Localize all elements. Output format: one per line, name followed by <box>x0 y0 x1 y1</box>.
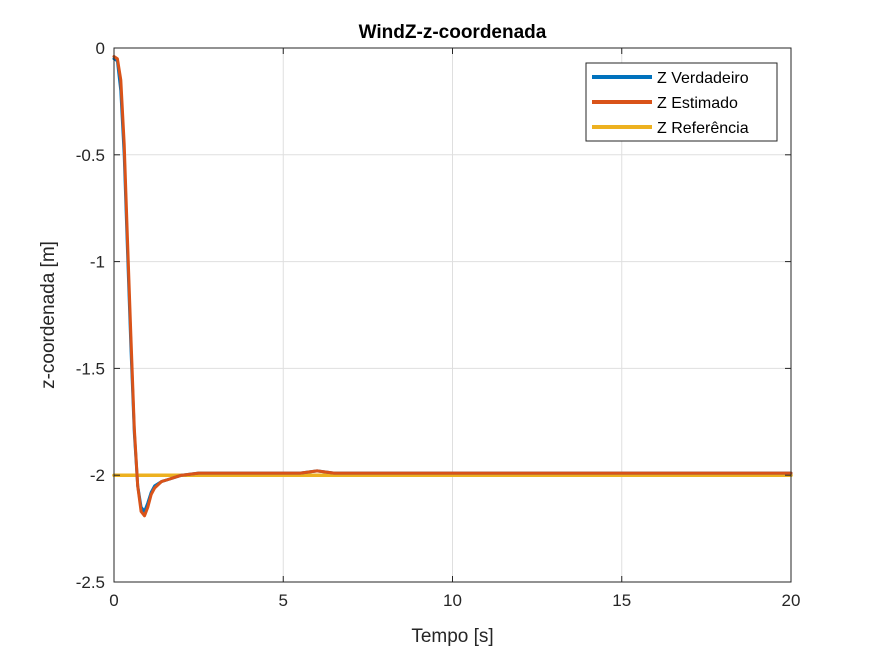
legend-entry: Z Verdadeiro <box>657 70 749 87</box>
y-tick-label: -2.5 <box>76 573 105 592</box>
series-line-1 <box>112 55 793 518</box>
legend-entry: Z Referência <box>657 120 749 137</box>
y-tick-label: -1 <box>90 253 105 272</box>
x-tick-label: 0 <box>109 591 118 610</box>
y-tick-label: -1.5 <box>76 359 105 378</box>
x-axis-label: Tempo [s] <box>411 626 493 647</box>
x-tick-label: 15 <box>612 591 631 610</box>
y-tick-label: -0.5 <box>76 146 105 165</box>
y-axis-label: z-coordenada [m] <box>38 241 59 389</box>
y-tick-label: 0 <box>96 39 105 58</box>
series-lines <box>112 55 793 518</box>
y-tick-label: -2 <box>90 466 105 485</box>
x-tick-label: 20 <box>782 591 801 610</box>
legend-entry: Z Estimado <box>657 95 738 112</box>
legend: Z Verdadeiro Z Estimado Z Referência <box>585 62 778 142</box>
ticks: 0 5 10 15 20 0 -0.5 -1 -1.5 -2 -2.5 <box>76 39 801 610</box>
x-tick-label: 10 <box>443 591 462 610</box>
chart-title: WindZ-z-coordenada <box>359 22 547 43</box>
x-tick-label: 5 <box>279 591 288 610</box>
